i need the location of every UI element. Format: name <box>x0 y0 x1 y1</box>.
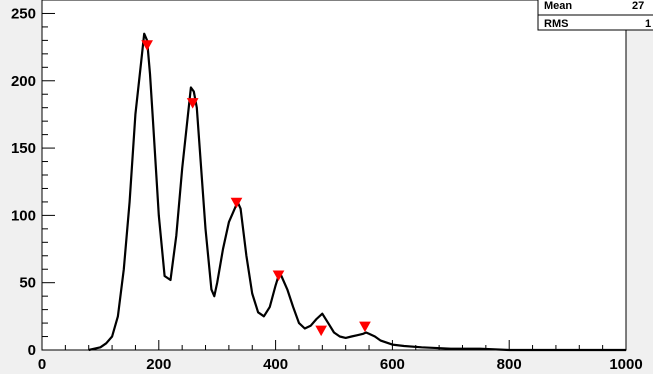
x-tick-label: 800 <box>497 356 522 373</box>
peak-marker <box>230 197 243 209</box>
plot-frame <box>41 0 627 351</box>
y-tick-label: 50 <box>19 275 36 292</box>
stats-rms-label: RMS <box>544 18 568 30</box>
peak-markers <box>141 40 371 337</box>
series-group <box>88 32 626 352</box>
y-tick-label: 200 <box>11 73 36 90</box>
peak-marker <box>359 321 371 333</box>
peak-marker <box>186 98 199 109</box>
stats-box: Mean 27 RMS 1 <box>537 0 653 31</box>
y-tick-label: 250 <box>11 5 36 22</box>
axes: 0 200 400 600 800 1000 0 50 100 150 200 250 <box>11 0 643 373</box>
stats-mean-value: 27 <box>632 0 644 12</box>
histogram-series-line <box>88 32 626 352</box>
stats-rms-value: 1 <box>645 18 651 30</box>
y-tick-label: 0 <box>28 342 36 359</box>
x-tick-label: 1000 <box>609 356 642 373</box>
x-tick-label: 600 <box>380 356 405 373</box>
y-tick-label: 150 <box>11 140 36 157</box>
stats-mean-label: Mean <box>544 0 572 12</box>
x-tick-label: 200 <box>146 356 171 373</box>
y-tick-label: 100 <box>11 207 36 224</box>
x-tick-label: 400 <box>263 356 288 373</box>
peak-marker <box>315 325 328 337</box>
peak-marker <box>141 40 153 51</box>
x-tick-label: 0 <box>38 356 46 373</box>
peak-marker <box>272 270 285 281</box>
